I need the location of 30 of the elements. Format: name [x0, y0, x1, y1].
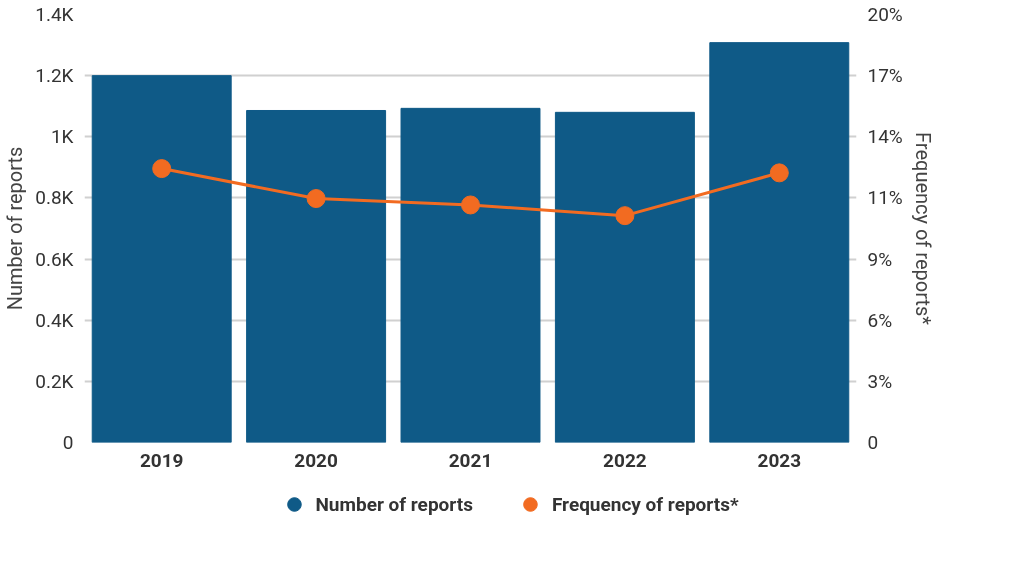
point — [615, 206, 635, 226]
y-tick-label: 1.2K — [35, 64, 74, 88]
y-tick-label: 1K — [50, 125, 74, 149]
y-tick-label: 0.2K — [35, 369, 74, 393]
legend-label: Frequency of reports* — [551, 492, 739, 516]
x-tick-label: 2022 — [603, 448, 647, 472]
x-tick-label: 2020 — [294, 448, 338, 472]
x-tick-label: 2023 — [757, 448, 802, 472]
point — [769, 163, 789, 183]
y2-tick-label: 6% — [867, 308, 893, 332]
point — [152, 159, 172, 179]
point — [306, 189, 326, 209]
y2-tick-label: 9% — [867, 247, 893, 271]
y2-tick-label: 14% — [867, 125, 903, 149]
y2-tick-label: 3% — [867, 369, 893, 393]
y-tick-label: 1.4K — [35, 3, 74, 26]
x-tick-label: 2019 — [139, 448, 184, 472]
y-tick-label: 0.4K — [35, 308, 74, 332]
y2-tick-label: 17% — [867, 64, 903, 88]
y-axis-title: Number of reports — [3, 146, 28, 311]
y2-tick-label: 11% — [867, 186, 903, 210]
y-tick-label: 0.6K — [35, 247, 74, 271]
y-tick-label: 0 — [62, 431, 74, 454]
x-tick-label: 2021 — [448, 448, 493, 472]
legend-label: Number of reports — [315, 492, 473, 516]
y2-tick-label: 0 — [867, 431, 879, 454]
y2-tick-label: 20% — [867, 3, 903, 26]
point — [461, 195, 480, 215]
y2-axis-title: Frequency of reports* — [910, 132, 935, 326]
y-tick-label: 0.8K — [35, 186, 74, 210]
